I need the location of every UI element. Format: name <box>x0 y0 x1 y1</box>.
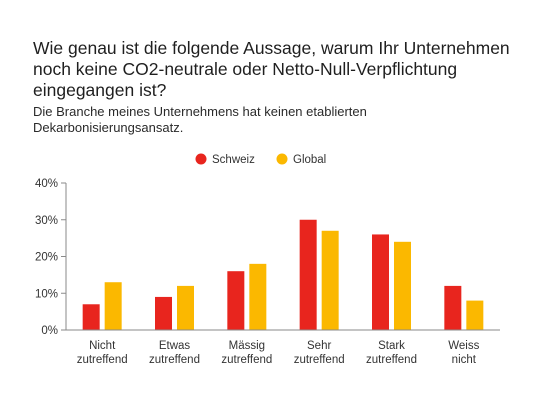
bar-global-0 <box>104 282 122 330</box>
bar-schweiz-4 <box>372 234 389 330</box>
x-category-label: Nicht zutreffend <box>77 340 128 366</box>
bar-schweiz-1 <box>155 296 172 330</box>
bar-global-3 <box>321 230 339 330</box>
legend-label-schweiz: Schweiz <box>212 154 255 166</box>
legend-marker-global <box>276 153 288 165</box>
y-tick-label: 30% <box>35 215 58 227</box>
y-tick-label: 40% <box>35 178 58 190</box>
x-category-label: Etwas zutreffend <box>149 340 200 366</box>
chart-title: Wie genau ist die folgende Aussage, waru… <box>33 38 510 100</box>
y-tick-label: 20% <box>35 252 58 264</box>
legend: Schweiz Global <box>195 153 326 166</box>
y-axis: 0% 10% 20% 30% 40% <box>35 178 67 337</box>
bar-global-5 <box>466 300 484 330</box>
x-category-label: Mässig zutreffend <box>221 340 272 366</box>
legend-label-global: Global <box>293 154 326 166</box>
bar-schweiz-5 <box>444 285 462 330</box>
legend-marker-schweiz <box>195 153 207 165</box>
bar-schweiz-0 <box>82 304 100 330</box>
x-axis: Nicht zutreffend Etwas zutreffend Mässig zutr… <box>66 329 500 366</box>
y-tick-label: 0% <box>41 325 58 337</box>
x-category-label: Sehr zutreffend <box>294 340 345 366</box>
y-tick-label: 10% <box>35 288 58 300</box>
x-category-label: Stark zutreffend <box>366 340 417 366</box>
chart-subtitle: Die Branche meines Unternehmens hat kein… <box>33 104 367 135</box>
x-category-label: Weiss nicht <box>448 340 479 366</box>
bar-global-1 <box>177 285 194 330</box>
bar-global-4 <box>394 241 411 330</box>
bar-schweiz-3 <box>299 219 317 330</box>
bar-schweiz-2 <box>227 271 245 330</box>
bars <box>82 219 484 330</box>
bar-global-2 <box>249 263 267 330</box>
